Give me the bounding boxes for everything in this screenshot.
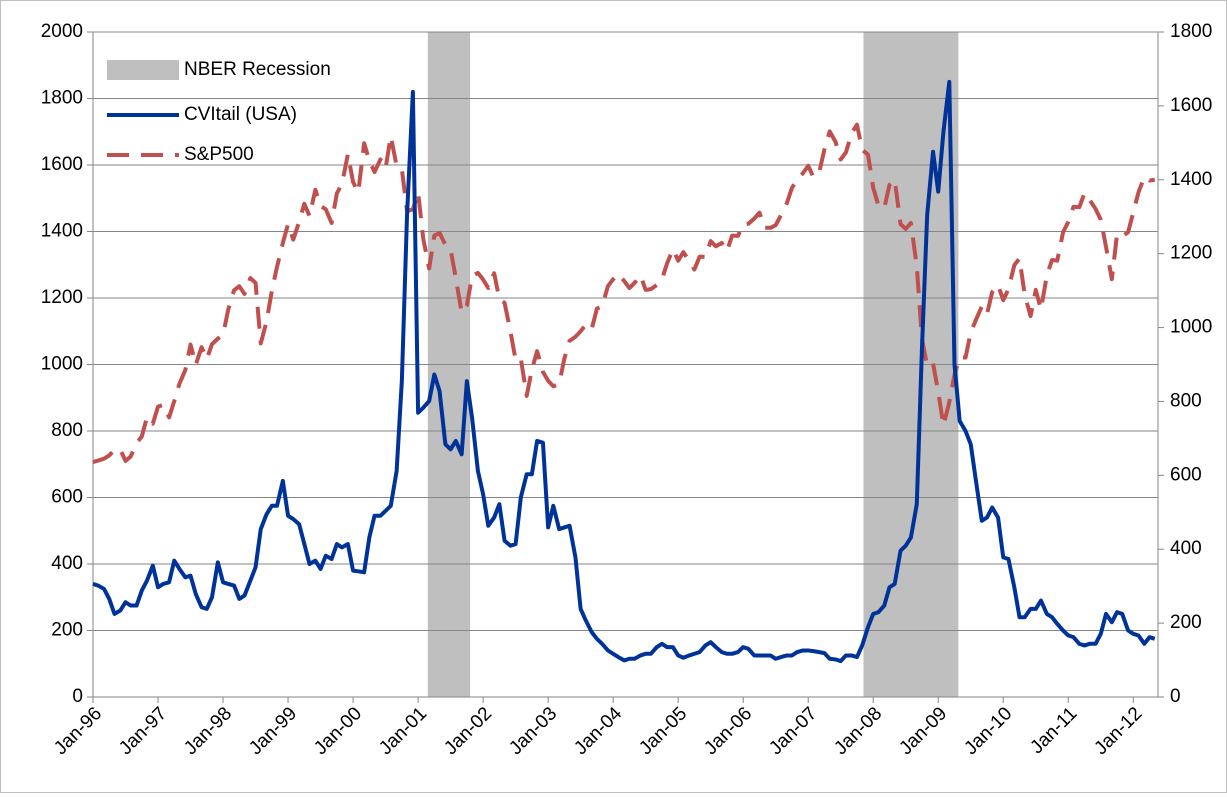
y2-tick-label: 600 [1170,464,1202,485]
y-tick-label: 400 [51,553,83,574]
y-tick-label: 0 [72,686,83,707]
y2-tick-label: 400 [1170,538,1202,559]
y-tick-label: 200 [51,620,83,641]
y-tick-label: 800 [51,420,83,441]
legend: NBER Recession CVItail (USA) S&P500 [107,59,331,165]
y2-tick-label: 800 [1170,390,1202,411]
y-tick-label: 1800 [41,88,83,109]
y-tick-label: 1400 [41,221,83,242]
legend-label: NBER Recession [184,59,331,80]
y2-tick-label: 1600 [1170,95,1212,116]
y2-tick-label: 1000 [1170,317,1212,338]
y-tick-label: 2000 [41,21,83,42]
series-line [92,122,1156,464]
legend-label: S&P500 [184,144,254,165]
y-tick-label: 1600 [41,154,83,175]
series-line [92,79,1156,664]
legend-swatch [107,60,179,80]
y-tick-label: 600 [51,487,83,508]
y2-tick-label: 1400 [1170,169,1212,190]
legend-label: CVItail (USA) [184,104,297,125]
y-tick-label: 1000 [41,354,83,375]
y-tick-label: 1200 [41,287,83,308]
y2-tick-label: 200 [1170,612,1202,633]
y2-tick-label: 1800 [1170,21,1212,42]
y2-tick-label: 1200 [1170,243,1212,264]
y2-tick-label: 0 [1170,686,1181,707]
